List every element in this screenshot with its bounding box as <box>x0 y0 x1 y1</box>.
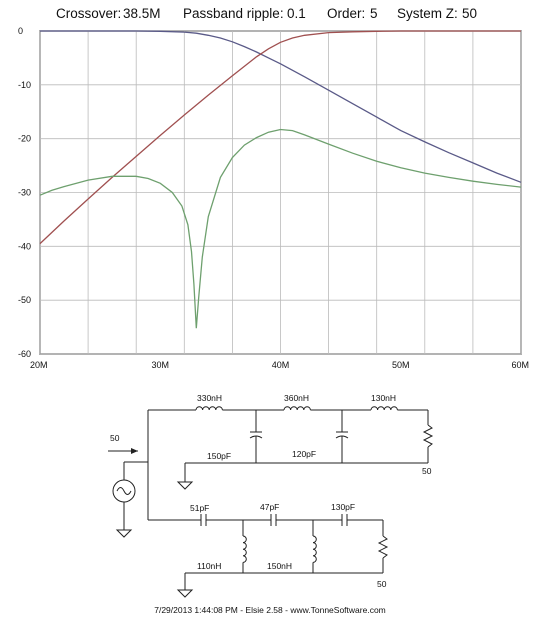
y-tick-label: -50 <box>18 295 31 305</box>
y-tick-label: -30 <box>18 188 31 198</box>
input-arrow-icon <box>108 448 138 454</box>
hp-l3-value: 130nH <box>371 393 396 403</box>
lp-capacitor-3-icon <box>341 514 348 526</box>
lp-l1-value: 110nH <box>197 561 221 571</box>
y-tick-label: -40 <box>18 241 31 251</box>
y-tick-label: -60 <box>18 349 31 359</box>
hp-load-resistor-icon <box>422 410 434 463</box>
x-tick-label: 60M <box>511 360 529 370</box>
x-tick-label: 40M <box>272 360 290 370</box>
y-tick-labels: 0 -10 -20 -30 -40 -50 -60 <box>18 26 31 359</box>
series-lines <box>39 30 522 329</box>
x-tick-label: 20M <box>30 360 48 370</box>
hp-l2-value: 360nH <box>284 393 309 403</box>
lp-ground-icon <box>176 589 194 598</box>
source-ground-icon <box>115 529 133 538</box>
hp-inductor-1-icon <box>195 406 223 411</box>
grid-lines <box>39 30 522 355</box>
crossover-label: Crossover: <box>56 6 121 21</box>
ripple-value: 0.1 <box>287 6 306 21</box>
crossover-value: 38.5M <box>123 6 161 21</box>
systemz-value: 50 <box>462 6 477 21</box>
hp-c2-value: 120pF <box>292 449 316 459</box>
header-bar: Crossover: 38.5M Passband ripple: 0.1 Or… <box>56 6 477 21</box>
lp-inductor-2-icon <box>312 520 317 573</box>
series-line-3 <box>39 128 522 329</box>
ripple-label: Passband ripple: <box>183 6 284 21</box>
lp-c3-value: 130pF <box>331 502 355 512</box>
systemz-label: System Z: <box>397 6 458 21</box>
lp-load-resistor-icon <box>377 520 389 573</box>
filter-schematic: 50 <box>108 393 434 598</box>
order-value: 5 <box>370 6 378 21</box>
lp-c2-value: 47pF <box>260 502 279 512</box>
order-label: Order: <box>327 6 365 21</box>
y-tick-label: -20 <box>18 134 31 144</box>
lp-inductor-1-icon <box>242 520 247 573</box>
hp-capacitor-2-icon <box>335 410 349 463</box>
hp-inductor-2-icon <box>283 406 311 411</box>
lp-l2-value: 150nH <box>267 561 292 571</box>
hp-inductor-3-icon <box>370 406 398 411</box>
hp-l1-value: 330nH <box>197 393 222 403</box>
lp-load-value: 50 <box>377 579 387 589</box>
hp-capacitor-1-icon <box>249 410 263 463</box>
lp-c1-value: 51pF <box>190 503 209 513</box>
series-line-1 <box>40 30 522 183</box>
hp-ground-icon <box>176 481 194 490</box>
lp-capacitor-2-icon <box>270 514 277 526</box>
lp-capacitor-1-icon <box>200 514 207 526</box>
series-line-2 <box>39 30 521 245</box>
y-tick-label: -10 <box>18 80 31 90</box>
x-tick-labels: 20M 30M 40M 50M 60M <box>30 360 529 370</box>
hp-c1-value: 150pF <box>207 451 231 461</box>
response-chart: 0 -10 -20 -30 -40 -50 -60 20M 30M 40M 50M 60M <box>18 26 529 370</box>
hp-load-value: 50 <box>422 466 432 476</box>
x-tick-label: 30M <box>151 360 169 370</box>
ac-source-icon <box>112 462 136 530</box>
y-tick-label: 0 <box>18 26 23 36</box>
source-impedance-label: 50 <box>110 433 120 443</box>
x-tick-label: 50M <box>392 360 410 370</box>
footer-text: 7/29/2013 1:44:08 PM - Elsie 2.58 - www.… <box>154 605 386 615</box>
